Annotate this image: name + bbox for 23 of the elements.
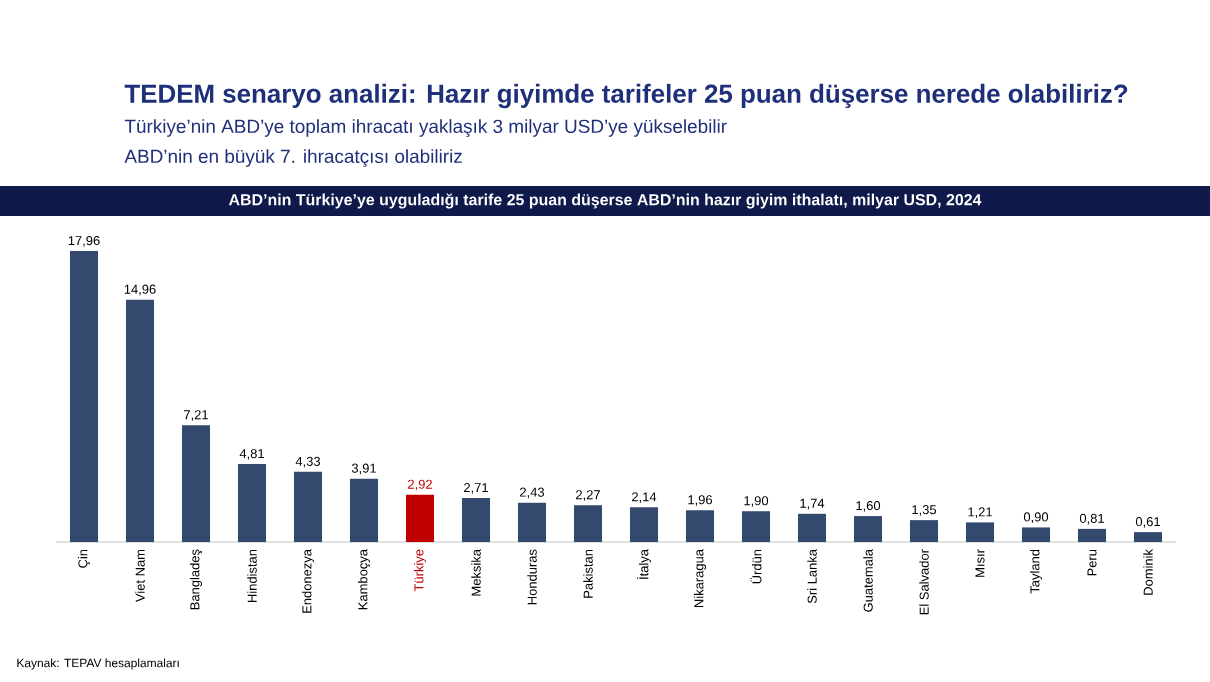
text: ABD’nin en büyük 7. ihracatçısı olabiliriz — [124, 149, 462, 167]
bar — [406, 494, 434, 542]
bar — [574, 505, 603, 542]
bar — [1022, 527, 1051, 542]
bar — [742, 511, 771, 542]
bar — [798, 513, 827, 542]
bar — [238, 464, 266, 542]
bar — [182, 425, 210, 542]
bar — [1078, 528, 1107, 542]
bar — [910, 520, 939, 542]
bar — [350, 478, 378, 542]
bar — [518, 502, 546, 542]
bar — [294, 471, 322, 542]
bar — [1134, 532, 1163, 542]
text: Türkiye’nin ABD’ye toplam ihracatı yaklaşık 3 milyar USD’ye yükselebilir — [124, 119, 727, 137]
bar — [854, 516, 883, 542]
bar — [686, 510, 715, 542]
bar — [630, 507, 659, 542]
bar — [462, 498, 490, 542]
bar — [966, 522, 995, 542]
bar — [126, 299, 154, 542]
text: TEDEM senaryo analizi: Hazır giyimde tarifeler 25 puan düşerse nerede olabiliriz? — [124, 83, 1128, 109]
bar — [70, 251, 98, 542]
